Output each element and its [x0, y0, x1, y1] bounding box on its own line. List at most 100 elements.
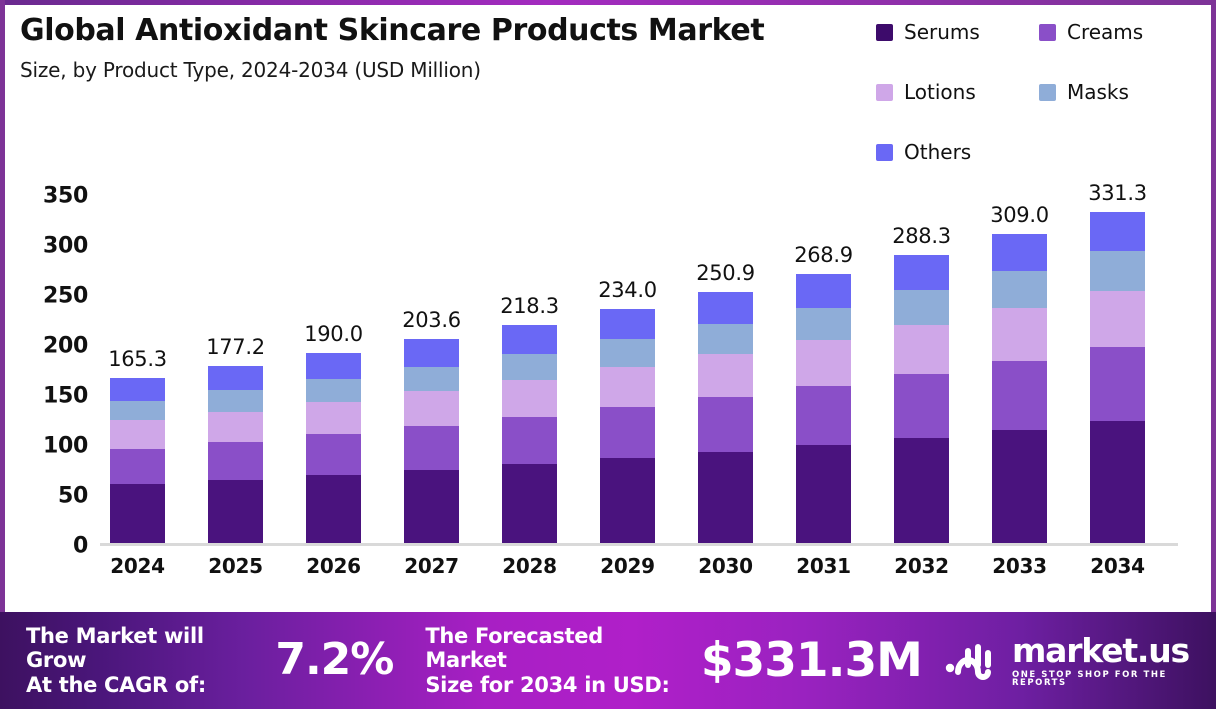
bar-segment-creams[interactable]: [796, 385, 851, 446]
x-axis-label-2026: 2026: [306, 554, 361, 578]
bar-value-label: 165.3: [108, 346, 167, 371]
bar-segment-masks[interactable]: [894, 290, 949, 325]
bar-group-2024[interactable]: 165.3: [108, 347, 167, 543]
x-axis-labels: 2024 2025 2026 2027 2028 2029 2030 2031 2032 2033…: [100, 554, 1180, 586]
bar-group-2031[interactable]: 268.9: [794, 243, 853, 543]
bar-segment-others[interactable]: [698, 292, 753, 325]
bar-segment-serums[interactable]: [992, 429, 1047, 543]
x-axis-line: [100, 543, 1178, 546]
bar-segment-masks[interactable]: [698, 324, 753, 355]
x-axis-label-2027: 2027: [404, 554, 459, 578]
bar-segment-lotions[interactable]: [600, 367, 655, 408]
bar-value-label: 203.6: [402, 308, 461, 333]
bar-group-2026[interactable]: 190.0: [304, 322, 363, 543]
bar-segment-others[interactable]: [306, 353, 361, 379]
market-size-label-line2: Size for 2034 in USD:: [425, 672, 670, 697]
x-axis-label-2029: 2029: [600, 554, 655, 578]
y-axis: 0 50 100 150 200 250 300 350: [26, 184, 88, 559]
bar-segment-creams[interactable]: [306, 434, 361, 475]
bar-segment-serums[interactable]: [894, 437, 949, 543]
bar-series-container: 165.3 177.2 190.0 203.6 218.3 234.0 250.9 268.9…: [100, 181, 1180, 543]
bar-group-2030[interactable]: 250.9: [696, 261, 755, 543]
market-us-logo[interactable]: market.us ONE STOP SHOP FOR THE REPORTS: [944, 634, 1216, 688]
bar-segment-lotions[interactable]: [796, 340, 851, 386]
bar-segment-lotions[interactable]: [404, 391, 459, 426]
bar-segment-lotions[interactable]: [110, 420, 165, 449]
bar-segment-lotions[interactable]: [306, 401, 361, 434]
bar-segment-lotions[interactable]: [208, 411, 263, 442]
bar-segment-masks[interactable]: [306, 378, 361, 402]
bar-value-label: 309.0: [990, 203, 1049, 228]
bar-segment-others[interactable]: [404, 339, 459, 367]
bar-segment-others[interactable]: [894, 254, 949, 291]
market-size-label-line1: The Forecasted Market: [425, 624, 603, 673]
market-size-block: The Forecasted Market Size for 2034 in U…: [425, 624, 923, 696]
bar-segment-others[interactable]: [600, 309, 655, 340]
bar-segment-creams[interactable]: [404, 425, 459, 470]
cagr-block: The Market will Grow At the CAGR of: 7.2…: [26, 624, 394, 696]
bar-group-2032[interactable]: 288.3: [892, 224, 951, 543]
bar-segment-masks[interactable]: [110, 400, 165, 421]
bar-group-2028[interactable]: 218.3: [500, 294, 559, 543]
bar-segment-others[interactable]: [110, 377, 165, 401]
bar-group-2034[interactable]: 331.3: [1088, 181, 1147, 543]
legend-item-label: Serums: [904, 20, 980, 44]
bar-segment-serums[interactable]: [600, 458, 655, 543]
legend-item-creams[interactable]: Creams: [1039, 22, 1202, 42]
bar-segment-lotions[interactable]: [698, 354, 753, 397]
chart-legend: Serums Creams Lotions Masks Others: [876, 22, 1202, 162]
bar-group-2033[interactable]: 309.0: [990, 203, 1049, 543]
bar-segment-serums[interactable]: [1090, 420, 1145, 543]
bar-group-2027[interactable]: 203.6: [402, 308, 461, 543]
bar-segment-creams[interactable]: [992, 360, 1047, 430]
bar-segment-masks[interactable]: [600, 339, 655, 368]
bar-group-2029[interactable]: 234.0: [598, 278, 657, 543]
frame-border-right: [1211, 0, 1216, 612]
bar-segment-creams[interactable]: [502, 416, 557, 465]
bar-segment-lotions[interactable]: [894, 324, 949, 374]
x-axis-label-2030: 2030: [698, 554, 753, 578]
bar-segment-others[interactable]: [1090, 211, 1145, 251]
bar-segment-creams[interactable]: [894, 373, 949, 438]
bar-segment-others[interactable]: [208, 365, 263, 391]
bar-segment-creams[interactable]: [600, 407, 655, 459]
bar-segment-serums[interactable]: [306, 475, 361, 543]
bar-segment-masks[interactable]: [208, 390, 263, 412]
legend-item-lotions[interactable]: Lotions: [876, 82, 1039, 102]
bar-segment-masks[interactable]: [992, 271, 1047, 309]
bar-segment-creams[interactable]: [208, 441, 263, 480]
cagr-label-line1: The Market will Grow: [26, 624, 204, 673]
bar-segment-serums[interactable]: [796, 445, 851, 543]
bar-segment-serums[interactable]: [502, 464, 557, 543]
bar-segment-lotions[interactable]: [1090, 290, 1145, 348]
bar-segment-creams[interactable]: [110, 448, 165, 484]
bar-segment-others[interactable]: [502, 324, 557, 354]
bar-segment-masks[interactable]: [1090, 250, 1145, 291]
bar-segment-lotions[interactable]: [992, 308, 1047, 361]
bar-value-label: 250.9: [696, 261, 755, 286]
plot-area: 165.3 177.2 190.0 203.6 218.3 234.0 250.9 268.9…: [100, 181, 1180, 546]
bar-segment-masks[interactable]: [502, 353, 557, 380]
legend-item-others[interactable]: Others: [876, 142, 1039, 162]
bar-segment-serums[interactable]: [698, 452, 753, 543]
y-axis-tick-150: 150: [42, 383, 88, 409]
bar-segment-serums[interactable]: [208, 479, 263, 543]
bar-segment-others[interactable]: [992, 234, 1047, 272]
legend-item-serums[interactable]: Serums: [876, 22, 1039, 42]
frame-border-top: [0, 0, 1216, 5]
bar-segment-creams[interactable]: [698, 397, 753, 452]
y-axis-tick-350: 350: [42, 183, 88, 209]
y-axis-tick-50: 50: [57, 483, 88, 509]
x-axis-label-2034: 2034: [1090, 554, 1145, 578]
bar-segment-creams[interactable]: [1090, 347, 1145, 421]
legend-item-masks[interactable]: Masks: [1039, 82, 1202, 102]
legend-item-label: Masks: [1067, 80, 1129, 104]
market-size-label: The Forecasted Market Size for 2034 in U…: [425, 624, 672, 696]
bar-segment-masks[interactable]: [404, 366, 459, 392]
bar-segment-masks[interactable]: [796, 307, 851, 341]
bar-segment-lotions[interactable]: [502, 379, 557, 417]
bar-group-2025[interactable]: 177.2: [206, 335, 265, 543]
bar-segment-serums[interactable]: [404, 469, 459, 543]
bar-segment-others[interactable]: [796, 274, 851, 308]
bar-segment-serums[interactable]: [110, 484, 165, 543]
